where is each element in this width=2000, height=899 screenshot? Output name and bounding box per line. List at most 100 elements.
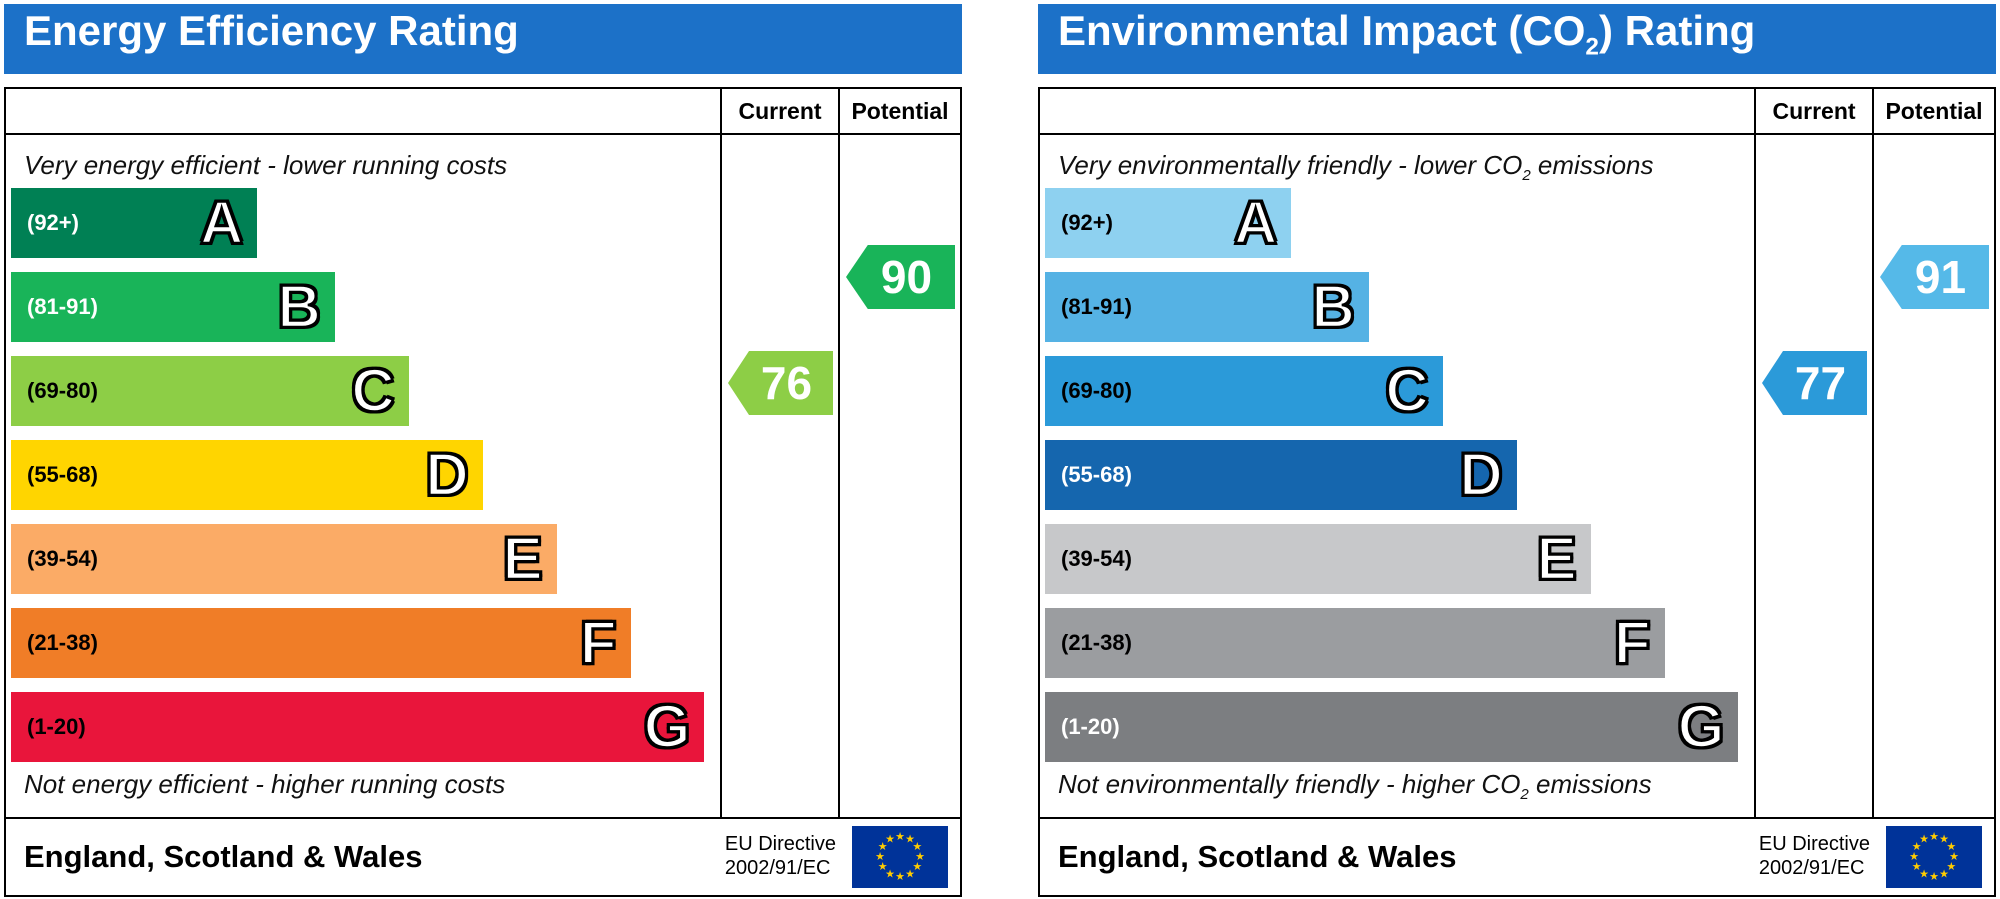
band-row-d: (55-68) D: [1045, 440, 1749, 510]
band-row-f: (21-38) F: [1045, 608, 1749, 678]
eu-directive-line2: 2002/91/EC: [724, 857, 831, 879]
rating-table-header-row: Current Potential: [1040, 89, 1994, 135]
current-rating-value: 76: [760, 357, 813, 409]
bottom-note-text: Not environmentally friendly - higher CO: [1058, 768, 1521, 799]
potential-column: 90: [838, 135, 960, 817]
bottom-note: Not energy efficient - higher running co…: [24, 769, 712, 803]
band-letter: E: [501, 524, 544, 594]
band-letter: E: [1535, 524, 1578, 594]
rating-scale: Very energy efficient - lower running co…: [6, 135, 720, 817]
potential-rating-value: 90: [880, 251, 933, 303]
current-column-header: Current: [1754, 89, 1872, 133]
svg-text:★: ★: [905, 868, 915, 880]
potential-column-header: Potential: [1872, 89, 1994, 133]
header-spacer-cell: [1040, 89, 1754, 133]
panel-title-bar: Energy Efficiency Rating: [4, 4, 962, 74]
svg-text:★: ★: [878, 861, 888, 873]
band-range-label: (39-54): [1061, 546, 1132, 571]
svg-text:★: ★: [912, 861, 922, 873]
band-e: (39-54) E: [1045, 524, 1591, 594]
band-letter: G: [643, 692, 692, 762]
band-b: (81-91) B: [11, 272, 335, 342]
band-list: (92+) A (81-91) B (69-80) C: [1045, 188, 1749, 776]
svg-text:★: ★: [1919, 868, 1929, 880]
title-subscript: 2: [1585, 33, 1599, 61]
band-range-label: (81-91): [1061, 294, 1132, 319]
eu-directive-label: EU Directive 2002/91/EC: [1759, 833, 1870, 880]
rating-table-header-row: Current Potential: [6, 89, 960, 135]
band-range-label: (92+): [27, 210, 79, 235]
band-list: (92+) A (81-91) B (69-80) C: [11, 188, 715, 776]
title-text: Energy Efficiency Rating: [24, 6, 519, 54]
panel-title: Energy Efficiency Rating: [24, 0, 519, 82]
band-row-e: (39-54) E: [1045, 524, 1749, 594]
band-range-label: (1-20): [27, 714, 86, 739]
eu-flag-icon: ★ ★ ★ ★ ★ ★ ★ ★ ★ ★ ★ ★: [1886, 826, 1982, 888]
rating-table: Current Potential Very energy efficient …: [4, 87, 962, 897]
eu-directive-line1: EU Directive: [724, 833, 836, 856]
band-f: (21-38) F: [11, 608, 631, 678]
band-row-b: (81-91) B: [1045, 272, 1749, 342]
band-b: (81-91) B: [1045, 272, 1369, 342]
top-note: Very environmentally friendly - lower CO…: [1058, 150, 1746, 184]
band-c: (69-80) C: [11, 356, 409, 426]
svg-text:★: ★: [1939, 834, 1949, 846]
svg-text:★: ★: [878, 841, 888, 853]
band-row-a: (92+) A: [1045, 188, 1749, 258]
title-text: Environmental Impact (CO: [1058, 6, 1586, 54]
top-note-text: Very energy efficient - lower running co…: [24, 150, 508, 180]
band-letter: A: [1233, 188, 1279, 258]
band-range-label: (21-38): [1061, 630, 1132, 655]
potential-column: 91: [1872, 135, 1994, 817]
band-range-label: (55-68): [27, 462, 98, 487]
band-letter: F: [579, 608, 618, 678]
svg-text:★: ★: [875, 851, 885, 863]
svg-text:★: ★: [1939, 868, 1949, 880]
band-row-e: (39-54) E: [11, 524, 715, 594]
region-label: England, Scotland & Wales: [24, 839, 423, 874]
svg-text:★: ★: [915, 851, 925, 863]
current-column: 77: [1754, 135, 1872, 817]
band-a: (92+) A: [11, 188, 258, 258]
band-c: (69-80) C: [1045, 356, 1443, 426]
band-range-label: (69-80): [27, 378, 98, 403]
band-letter: G: [1677, 692, 1726, 762]
svg-text:★: ★: [905, 834, 915, 846]
band-row-g: (1-20) G: [11, 692, 715, 762]
bottom-note-text: Not energy efficient - higher running co…: [24, 768, 506, 799]
top-note-text-post: emissions: [1530, 150, 1654, 180]
bottom-note-text-post: emissions: [1528, 768, 1652, 799]
current-rating-pointer: 77: [1762, 351, 1867, 415]
band-letter: D: [424, 440, 470, 510]
panel-title: Environmental Impact (CO2) Rating: [1058, 0, 1755, 82]
svg-text:★: ★: [1912, 861, 1922, 873]
band-row-f: (21-38) F: [11, 608, 715, 678]
band-g: (1-20) G: [11, 692, 705, 762]
svg-text:★: ★: [1912, 841, 1922, 853]
svg-text:★: ★: [1929, 831, 1939, 843]
potential-column-header: Potential: [838, 89, 960, 133]
table-footer: England, Scotland & Wales EU Directive 2…: [6, 817, 960, 895]
band-d: (55-68) D: [1045, 440, 1517, 510]
band-g: (1-20) G: [1045, 692, 1739, 762]
eu-flag-icon: ★ ★ ★ ★ ★ ★ ★ ★ ★ ★ ★ ★: [852, 826, 948, 888]
band-letter: C: [350, 356, 396, 426]
current-column: 76: [720, 135, 838, 817]
svg-text:★: ★: [885, 868, 895, 880]
current-column-header: Current: [720, 89, 838, 133]
band-row-g: (1-20) G: [1045, 692, 1749, 762]
rating-table-body: Very environmentally friendly - lower CO…: [1040, 135, 1994, 817]
table-footer: England, Scotland & Wales EU Directive 2…: [1040, 817, 1994, 895]
band-row-b: (81-91) B: [11, 272, 715, 342]
svg-text:★: ★: [1946, 841, 1956, 853]
band-range-label: (81-91): [27, 294, 98, 319]
band-row-c: (69-80) C: [11, 356, 715, 426]
band-range-label: (21-38): [27, 630, 98, 655]
band-letter: B: [1310, 272, 1356, 342]
band-range-label: (1-20): [1061, 714, 1120, 739]
rating-table-body: Very energy efficient - lower running co…: [6, 135, 960, 817]
top-note-subscript: 2: [1522, 167, 1531, 185]
svg-text:★: ★: [895, 871, 905, 883]
eu-directive-label: EU Directive 2002/91/EC: [725, 833, 836, 880]
band-row-c: (69-80) C: [1045, 356, 1749, 426]
